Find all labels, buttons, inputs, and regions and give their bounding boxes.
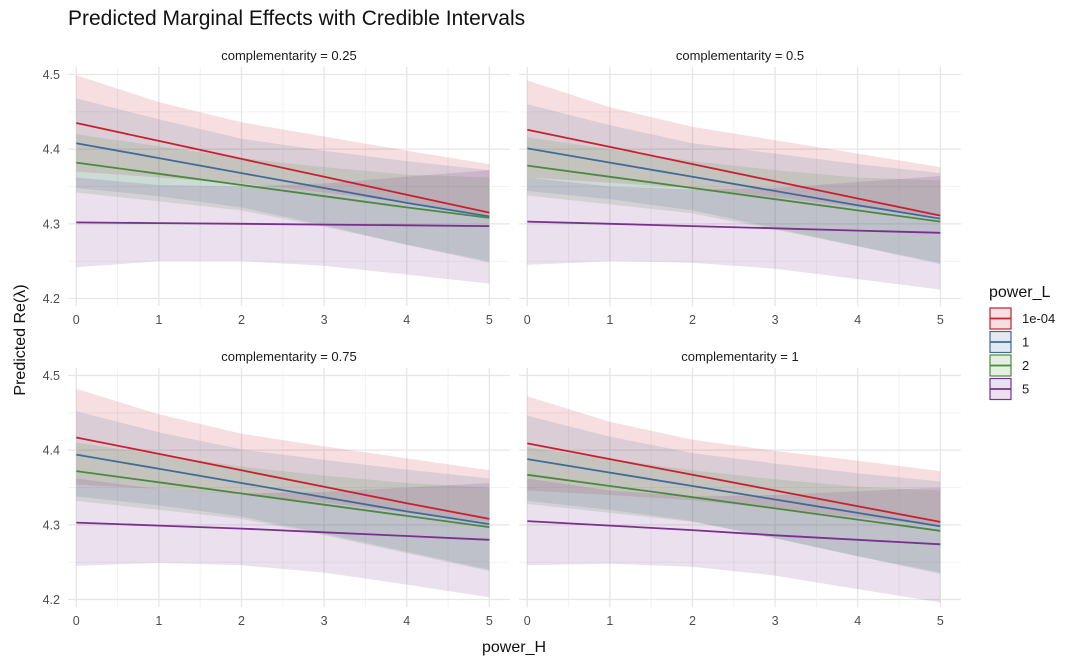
- series-line: [527, 458, 941, 528]
- x-tick-label: 2: [689, 614, 696, 628]
- series-line: [527, 128, 941, 217]
- facet-panels: complementarity = 0.25 0 1 2 3 4 5 4.2 4.3 4.4 4.5…: [43, 48, 961, 628]
- legend-label: 1: [1022, 335, 1029, 350]
- x-tick-label: 1: [606, 313, 613, 327]
- facet-strip-label: complementarity = 0.75: [221, 349, 356, 364]
- y-tick-label: 4.4: [43, 444, 60, 458]
- x-tick-label: 2: [238, 614, 245, 628]
- credible-interval-band: [76, 134, 490, 262]
- series-line: [76, 521, 490, 541]
- legend-label: 5: [1022, 382, 1029, 397]
- facet-panel: complementarity = 0.75 0 1 2 3 4 5 4.2 4.3 4.4 4.5: [43, 349, 510, 628]
- legend: power_L 1e-04 1 2 5: [989, 284, 1055, 401]
- y-tick-label: 4.5: [43, 369, 60, 383]
- legend-item: 1e-04: [989, 307, 1055, 330]
- credible-interval-band: [527, 80, 941, 217]
- x-tick-label: 4: [854, 614, 861, 628]
- series-line: [527, 442, 941, 523]
- facet-panel: complementarity = 0.25 0 1 2 3 4 5 4.2 4.3 4.4 4.5: [43, 48, 510, 327]
- facet-strip-label: complementarity = 0.25: [221, 48, 356, 63]
- credible-interval-band: [527, 176, 941, 290]
- credible-interval-band: [527, 396, 941, 527]
- legend-label: 1e-04: [1022, 311, 1055, 326]
- facet-strip-label: complementarity = 0.5: [676, 48, 804, 63]
- y-tick-label: 4.2: [43, 593, 60, 607]
- y-tick-label: 4.5: [43, 68, 60, 82]
- y-tick-label: 4.2: [43, 292, 60, 306]
- legend-title: power_L: [989, 284, 1050, 301]
- x-tick-label: 4: [854, 313, 861, 327]
- credible-interval-band: [76, 442, 490, 572]
- x-tick-label: 5: [486, 313, 493, 327]
- x-tick-label: 5: [937, 614, 944, 628]
- chart-title: Predicted Marginal Effects with Credible…: [68, 7, 525, 30]
- x-tick-label: 3: [772, 313, 779, 327]
- credible-interval-band: [527, 447, 941, 575]
- series-line: [527, 220, 941, 234]
- x-tick-label: 1: [155, 313, 162, 327]
- x-tick-label: 5: [486, 614, 493, 628]
- x-axis-title: power_H: [482, 639, 546, 656]
- legend-label: 2: [1022, 358, 1029, 373]
- legend-item: 5: [989, 377, 1029, 401]
- credible-interval-band: [76, 75, 490, 215]
- legend-item: 1: [989, 330, 1029, 354]
- series-line: [76, 161, 490, 219]
- series-line: [527, 147, 941, 220]
- series-line: [527, 473, 941, 532]
- x-tick-label: 0: [524, 614, 531, 628]
- x-tick-label: 3: [321, 313, 328, 327]
- y-tick-label: 4.3: [43, 518, 60, 532]
- series-line: [76, 122, 490, 214]
- legend-item: 2: [989, 354, 1029, 377]
- credible-interval-band: [527, 137, 941, 263]
- series-line: [76, 470, 490, 528]
- series-line: [76, 436, 490, 520]
- series-line: [76, 142, 490, 218]
- x-tick-label: 5: [937, 313, 944, 327]
- series-line: [527, 520, 941, 546]
- series-line: [76, 221, 490, 227]
- x-tick-label: 2: [238, 313, 245, 327]
- x-tick-label: 0: [73, 313, 80, 327]
- series-line: [527, 164, 941, 223]
- credible-interval-band: [527, 415, 941, 573]
- x-tick-label: 4: [403, 313, 410, 327]
- x-tick-label: 1: [155, 614, 162, 628]
- facet-panel: complementarity = 1 0 1 2 3 4 5: [519, 349, 961, 628]
- facet-panel: complementarity = 0.5 0 1 2 3 4 5: [519, 48, 961, 327]
- x-tick-label: 1: [606, 614, 613, 628]
- x-tick-label: 3: [772, 614, 779, 628]
- facet-strip-label: complementarity = 1: [681, 349, 798, 364]
- credible-interval-band: [76, 388, 490, 522]
- x-tick-label: 0: [524, 313, 531, 327]
- x-tick-label: 2: [689, 313, 696, 327]
- x-tick-label: 3: [321, 614, 328, 628]
- y-tick-label: 4.4: [43, 143, 60, 157]
- x-tick-label: 4: [403, 614, 410, 628]
- x-tick-label: 0: [73, 614, 80, 628]
- series-line: [76, 453, 490, 525]
- y-tick-label: 4.3: [43, 217, 60, 231]
- y-axis-title: Predicted Re(λ): [12, 284, 29, 395]
